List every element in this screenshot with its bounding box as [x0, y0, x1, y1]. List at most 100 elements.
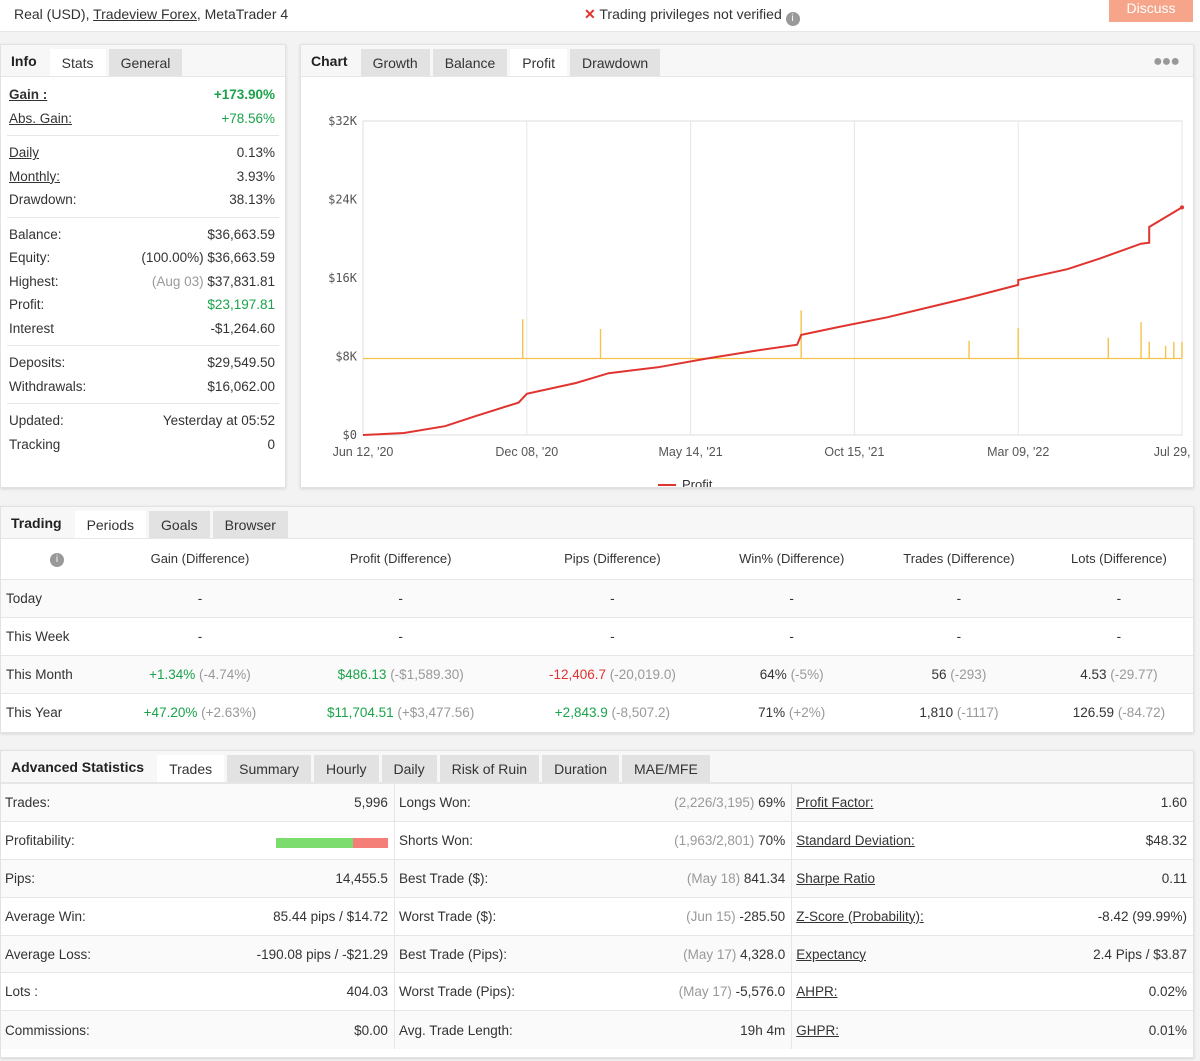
stat-value-wrap: (100.00%) $36,663.59 [141, 250, 275, 265]
info-panel: Info Stats General Gain : +173.90% Abs. Gain… [0, 44, 286, 488]
discuss-button[interactable]: Discuss [1109, 0, 1193, 22]
period-value: -12,406.7 [548, 666, 607, 682]
chart-tab-growth[interactable]: Growth [360, 49, 430, 76]
stat-label-longs-won: Longs Won: [394, 783, 575, 822]
stat-value: 1.60 [1001, 783, 1193, 822]
stat-label-avg-trade-length: Avg. Trade Length: [394, 1010, 575, 1049]
period-cell: -12,406.7 (-20,019.0) [514, 654, 711, 693]
stat-note: (Jun 15) [686, 908, 740, 924]
stat-row-highest: Highest: (Aug 03) $37,831.81 [1, 270, 285, 294]
info-tab-general[interactable]: General [108, 49, 183, 76]
stat-label[interactable]: Gain : [9, 87, 48, 103]
stat-value-wrap: $16,062.00 [207, 379, 275, 394]
stats-row: Average Loss: -190.08 pips / -$21.29 Best … [1, 934, 1193, 973]
stat-label: Updated: [9, 413, 64, 429]
x-tick-label: Mar 09, '22 [987, 445, 1049, 459]
stat-row-withdrawals: Withdrawals: $16,062.00 [1, 375, 285, 399]
stat-label: Equity: [9, 250, 51, 266]
stat-row-drawdown: Drawdown: 38.13% [1, 188, 285, 212]
period-value: +47.20% [143, 704, 198, 720]
stat-value: (May 17) 4,328.0 [574, 934, 793, 973]
period-cell: - [1044, 616, 1193, 655]
stat-value: (Jun 15) -285.50 [574, 896, 793, 936]
stat-value: $0.00 [200, 1010, 395, 1049]
advanced-tab-risk-of-ruin[interactable]: Risk of Ruin [439, 755, 540, 782]
stat-label-ahpr[interactable]: AHPR: [791, 972, 1002, 1011]
stat-value: $37,831.81 [207, 273, 275, 289]
stat-row-tracking: Tracking 0 [1, 433, 285, 457]
stat-value-wrap: +173.90% [214, 87, 275, 102]
stat-label-expectancy[interactable]: Expectancy [791, 934, 1002, 973]
advanced-tab-summary[interactable]: Summary [227, 755, 312, 782]
stat-value: (2,226/3,195) 69% [574, 783, 793, 822]
stat-row-abs-gain: Abs. Gain: +78.56% [1, 107, 285, 131]
info-icon[interactable]: i [50, 553, 64, 568]
stat-value: 14,455.5 [200, 858, 395, 898]
stat-label: Deposits: [9, 355, 66, 371]
chart-tab-balance[interactable]: Balance [432, 49, 508, 76]
stat-value-text: 19h 4m [740, 1022, 786, 1038]
stat-label: Withdrawals: [9, 378, 87, 394]
stat-note: (Aug 03) [151, 273, 208, 289]
stat-value: 19h 4m [574, 1010, 793, 1049]
broker-link[interactable]: Tradeview Forex [93, 6, 197, 22]
period-cell: - [113, 578, 287, 617]
stat-value-text: 14,455.5 [335, 870, 388, 886]
period-value: - [789, 590, 794, 606]
stats-row: Commissions: $0.00 Avg. Trade Length: 19h 4… [1, 1010, 1193, 1049]
divider [7, 216, 279, 218]
stat-label[interactable]: Monthly: [9, 168, 61, 184]
advanced-tab-advanced-statistics: Advanced Statistics [11, 758, 145, 775]
stat-label-sharpe-ratio[interactable]: Sharpe Ratio [791, 858, 1002, 898]
stat-value-text: 4,328.0 [740, 946, 786, 962]
stat-note: (May 17) [683, 946, 741, 962]
advanced-tab-daily[interactable]: Daily [381, 755, 437, 782]
advanced-tab-mae-mfe[interactable]: MAE/MFE [622, 755, 710, 782]
period-value: 71% [758, 704, 786, 720]
stat-label-profit-factor[interactable]: Profit Factor: [791, 783, 1002, 822]
stat-value: 404.03 [200, 972, 395, 1011]
x-tick-label: May 14, '21 [658, 445, 722, 459]
more-options-icon[interactable]: ●●● [1153, 53, 1180, 70]
divider [7, 135, 279, 136]
info-icon[interactable]: i [785, 12, 800, 26]
legend-label[interactable]: Profit [682, 477, 713, 487]
stat-value: Yesterday at 05:52 [162, 413, 275, 429]
stat-row-daily: Daily 0.13% [1, 141, 285, 165]
period-value: - [197, 590, 203, 606]
trading-tab-periods[interactable]: Periods [74, 511, 147, 538]
y-tick-label: $32K [328, 114, 358, 128]
chart-tab-drawdown[interactable]: Drawdown [569, 49, 661, 76]
stat-value: 0 [267, 436, 275, 452]
stat-value-text: 404.03 [346, 984, 388, 1000]
advanced-tab-trades[interactable]: Trades [157, 755, 225, 782]
stat-label-z-score-probability[interactable]: Z-Score (Probability): [791, 896, 1002, 936]
info-tab-stats[interactable]: Stats [49, 49, 106, 76]
period-value: - [1116, 590, 1122, 606]
stat-label[interactable]: Abs. Gain: [9, 110, 73, 126]
y-tick-label: $8K [335, 350, 357, 364]
chart-tab-profit[interactable]: Profit [510, 49, 567, 76]
stat-value: -8.42 (99.99%) [1001, 896, 1193, 936]
period-value: $11,704.51 [327, 704, 394, 720]
stat-label[interactable]: Daily [9, 145, 40, 161]
advanced-tab-duration[interactable]: Duration [542, 755, 620, 782]
trading-tab-goals[interactable]: Goals [149, 511, 210, 538]
trading-tab-browser[interactable]: Browser [212, 511, 288, 538]
stat-label-standard-deviation[interactable]: Standard Deviation: [791, 820, 1002, 860]
stat-value-text: $0.00 [354, 1022, 388, 1038]
stat-value-text: -190.08 pips / -$21.29 [256, 946, 388, 962]
period-cell: 1,810 (-1117) [872, 692, 1045, 731]
stat-label-ghpr[interactable]: GHPR: [791, 1010, 1002, 1049]
period-label: This Year [1, 692, 113, 731]
column-header-profit-difference: Profit (Difference) [349, 551, 452, 567]
stat-value: -190.08 pips / -$21.29 [200, 934, 395, 973]
x-tick-label: Jun 12, '20 [333, 445, 394, 459]
stat-value-text: 841.34 [743, 870, 786, 886]
column-header-trades-difference: Trades (Difference) [903, 551, 1015, 567]
stat-value: 0.11 [1001, 858, 1193, 898]
chart-tab-chart: Chart [311, 52, 348, 69]
advanced-tab-hourly[interactable]: Hourly [314, 755, 379, 782]
periods-header-row: i Gain (Difference) Profit (Difference) Pip… [1, 539, 1193, 579]
profit-chart: $0 $8K $16K $24K $32K Jun 12, '20 Dec 08, '20 M… [328, 114, 1193, 487]
